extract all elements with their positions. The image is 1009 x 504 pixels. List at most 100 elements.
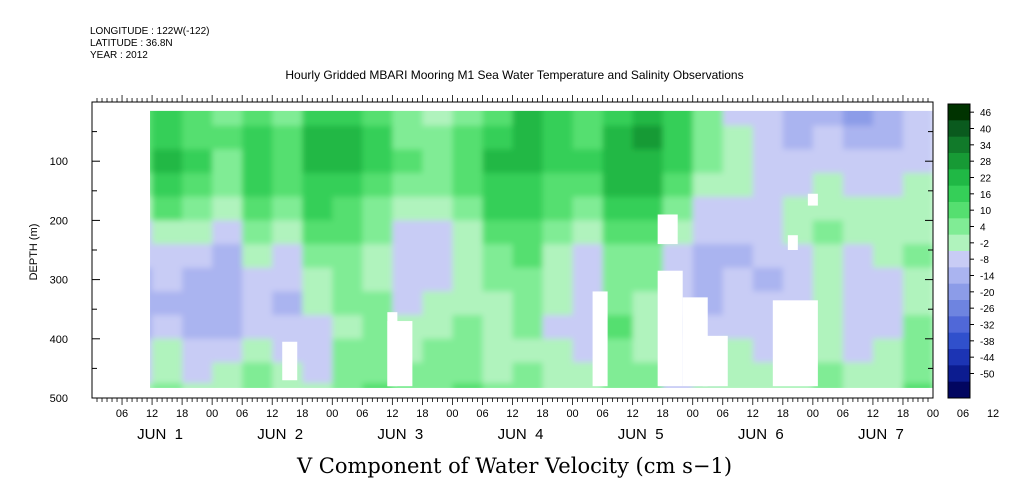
heat-cell [602,291,634,317]
heat-cell [902,173,933,198]
y-tick-label: 200 [50,215,68,227]
x-hour-label: 12 [627,408,639,420]
heat-cell [362,244,394,269]
heat-cell [842,125,874,151]
x-hour-label: 18 [897,408,909,420]
heat-cell [182,196,214,222]
heat-cell [452,220,484,246]
heat-cell [842,338,874,364]
y-tick-label: 300 [50,275,68,287]
heat-cell [392,125,424,151]
x-hour-label: 06 [476,408,488,420]
colorbar: 46 40 34 28 22 16 10 4 -2 -8 -14 -20 -26 -32 -38 -44 -50 [947,103,995,399]
heat-cell [212,267,244,293]
heat-cell [392,173,424,198]
heat-cell [182,149,214,175]
heat-cell [812,220,844,246]
heat-cell [842,244,874,269]
heat-cell [302,338,334,364]
heat-cell [902,244,933,269]
colorbar-label: -38 [980,337,995,348]
no-data-region [787,235,798,250]
no-data-region [387,312,398,387]
heat-cell [392,220,424,246]
x-day-label: JUN 5 [618,426,664,443]
heat-cell [542,338,574,364]
heat-cell [362,362,394,385]
heat-cell [752,149,784,175]
no-data-region [657,270,683,387]
heat-cell [422,291,454,317]
heat-cell [632,362,664,385]
heat-cell [692,125,724,151]
x-day-label: JUN 4 [498,426,544,443]
heat-cell [512,362,544,385]
x-hour-label: 00 [566,408,578,420]
x-hour-label: 12 [266,408,278,420]
heat-cell [152,291,184,317]
heat-cell [902,196,933,222]
heat-cell [212,244,244,269]
heat-cell [152,220,184,246]
x-hour-label: 00 [326,408,338,420]
heat-cell [452,149,484,175]
heat-cell [212,173,244,198]
heat-cell [512,338,544,364]
heat-cell [272,291,304,317]
heat-cell [722,149,754,175]
heat-cell [242,125,274,151]
x-hour-label: 06 [837,408,849,420]
heat-cell [542,220,574,246]
no-data-region [92,387,933,398]
heat-cell [392,267,424,293]
heat-cell [782,244,814,269]
heat-cell [812,267,844,293]
heat-cell [752,267,784,293]
heat-cell [482,173,514,198]
heat-cell [362,196,394,222]
heat-cell [272,173,304,198]
colorbar-frame [947,103,971,399]
heat-cell [512,125,544,151]
colorbar-label: -14 [980,272,995,283]
heat-cell [872,173,904,198]
heat-cell [242,149,274,175]
heat-cell [512,315,544,340]
heat-cell [452,362,484,385]
heat-cell [812,244,844,269]
colorbar-label: 16 [980,190,992,201]
heat-cell [872,220,904,246]
heat-cell [812,315,844,340]
heat-cell [872,196,904,222]
heat-cell [662,149,694,175]
heat-cell [242,291,274,317]
heat-cell [182,173,214,198]
heat-cell [662,244,694,269]
no-data-region [592,291,608,387]
heat-cell [302,149,334,175]
x-hour-label: 00 [807,408,819,420]
heat-cell [422,315,454,340]
heat-cell [512,267,544,293]
heat-cell [662,125,694,151]
heat-cell [482,244,514,269]
colorbar-swatch [948,202,970,219]
heat-cell [302,125,334,151]
heat-cell [452,315,484,340]
missing-data-mask [92,102,933,398]
heat-cell [152,362,184,385]
heat-cell [482,267,514,293]
colorbar-label: -8 [980,255,989,266]
colorbar-swatch [948,104,970,121]
heat-cell [722,125,754,151]
x-day-label: JUN 7 [858,426,904,443]
heat-cell [722,338,754,364]
colorbar-swatch [948,153,970,170]
heat-cell [362,173,394,198]
colorbar-label: -26 [980,304,995,315]
heat-cell [332,125,364,151]
colorbar-label: -2 [980,239,989,250]
heat-cell [212,315,244,340]
heat-cell [902,338,933,364]
heat-cell [812,125,844,151]
